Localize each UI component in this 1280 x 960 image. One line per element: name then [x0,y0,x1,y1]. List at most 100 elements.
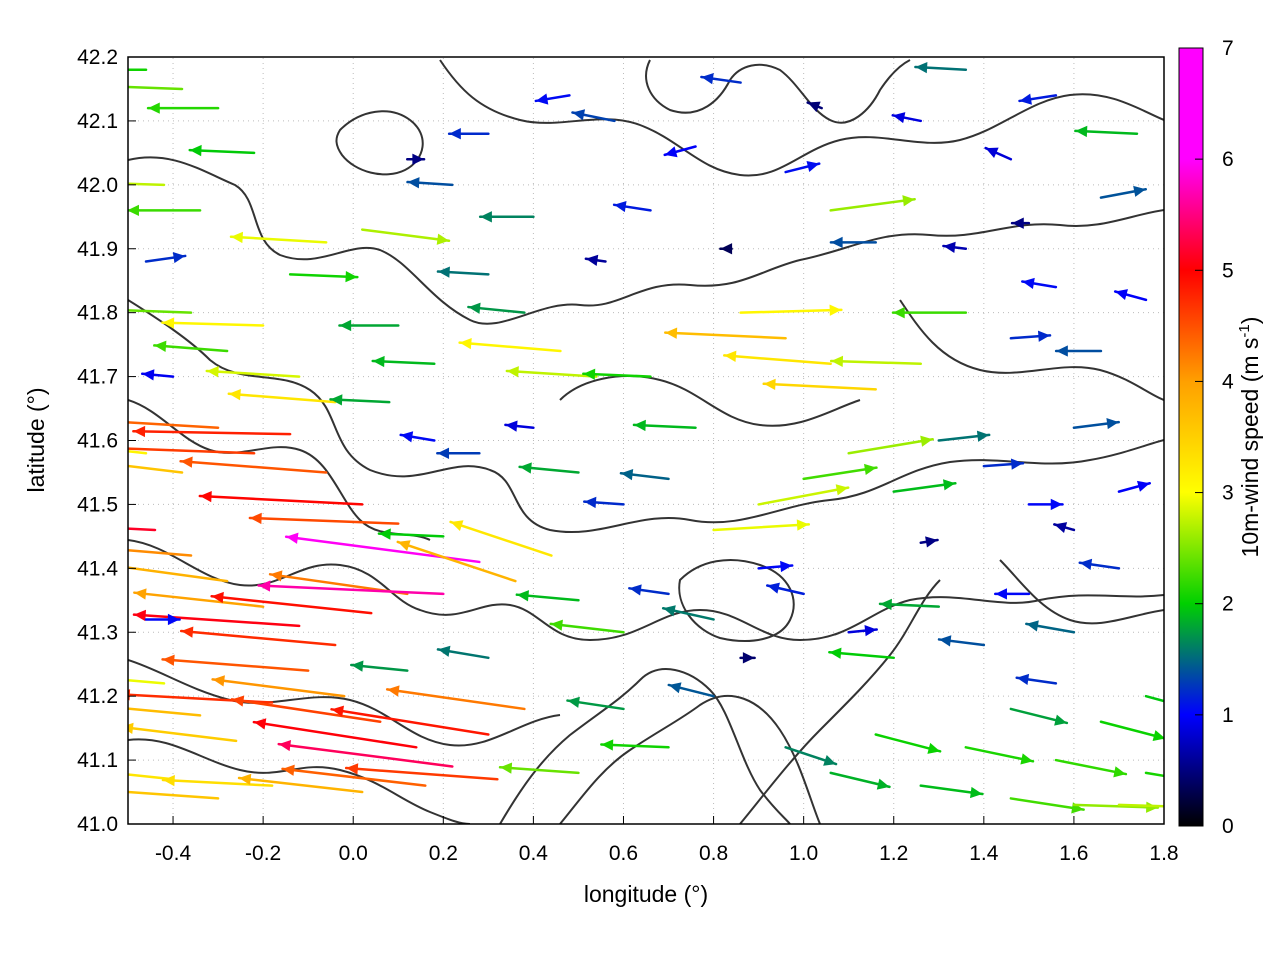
wind-vector-head [180,456,193,468]
wind-vector-head [806,161,820,172]
wind-vector-shaft [505,369,598,378]
wind-vector-shaft [344,766,499,781]
y-tick-label: 42.0 [77,174,118,197]
y-tick-label: 41.6 [77,430,118,453]
wind-vector-shaft [128,707,202,717]
wind-vector-head [879,598,892,611]
wind-vector-shaft [210,595,373,615]
contour-line [999,559,1164,625]
wind-vector-shaft [723,354,832,366]
wind-vector-head [584,496,597,509]
wind-vector-head [75,414,87,425]
y-tick-label: 41.3 [77,621,118,644]
wind-vector-head [437,266,450,278]
y-tick-label: 41.4 [77,557,118,580]
wind-vector-head [500,762,513,774]
wind-vector-head [162,654,175,666]
y-tick-label: 41.2 [77,685,118,708]
wind-vector-head [100,785,112,796]
colorbar-tick-label: 0 [1222,815,1234,838]
colorbar-tick-label: 2 [1222,593,1234,616]
wind-vector-shaft [128,773,175,781]
wind-vector-shaft [281,767,427,787]
contour-line [499,668,791,824]
wind-vector-head [1056,345,1068,357]
wind-vector-head [985,147,999,158]
x-tick-label: 1.6 [1059,842,1088,865]
wind-vector-shaft [663,331,787,340]
contour-line [128,738,471,824]
x-tick-label: -0.2 [245,842,281,865]
wind-vector-head [239,773,252,785]
colorbar-ticks: 0 1 2 3 4 5 6 7 [1195,37,1234,838]
wind-vector-head [864,463,877,476]
wind-vector-head [583,368,596,380]
wind-vector-shaft [1054,758,1128,776]
wind-vector-head [720,243,733,255]
wind-vector-head [412,153,425,165]
wind-vector-head [829,647,842,659]
wind-vector-head [585,254,599,266]
x-axis-title: longitude (°) [584,881,708,907]
wind-vector-head [1054,522,1068,534]
colorbar-tick-label: 6 [1222,148,1234,171]
x-axis-ticks: -0.4 -0.2 0.0 0.2 0.4 0.6 0.8 1.0 1.2 1.4 1.6 1.8 [155,816,1179,865]
wind-vector-shaft [227,392,337,404]
wind-vector-head [829,304,842,316]
x-tick-label: 0.0 [339,842,368,865]
wind-vector-head [864,624,877,637]
wind-vector-shaft [205,369,301,378]
x-tick-label: 1.0 [789,842,818,865]
wind-vector-shaft [847,438,934,455]
wind-vector-shaft [128,421,220,429]
wind-vector-head [206,366,219,378]
wind-vector-head [331,705,345,717]
wind-vector-head [535,93,549,105]
wind-vector-head [943,241,956,254]
wind-vector-head [701,73,714,85]
wind-vector-head [925,536,938,548]
wind-vector-head [601,739,614,751]
contour-line [335,110,424,176]
colorbar-tick-label: 5 [1222,259,1234,282]
wind-vector-head [230,231,244,244]
wind-vector-shaft [229,235,328,244]
wind-vector-head [942,479,956,491]
wind-vector-head [351,660,364,672]
wind-vector-head [1037,330,1051,342]
wind-vector-head [767,582,780,594]
wind-vector-head [104,81,116,92]
wind-vector-head [1133,185,1146,197]
wind-vector-shaft [1144,771,1164,778]
wind-vector-head [436,233,450,245]
colorbar-title-main: 10m-wind speed (m s [1237,338,1263,558]
wind-vector-shaft [133,591,265,608]
contour-line [439,59,1164,177]
y-tick-label: 41.1 [77,749,118,772]
wind-vector-shaft [128,726,238,743]
wind-vector-shaft [128,85,184,91]
wind-vector-shaft [230,698,382,723]
wind-vector-head [927,742,941,754]
wind-vector-head [572,109,586,121]
wind-vector-head [1054,714,1067,726]
wind-vector-head [893,307,905,319]
y-tick-label: 41.9 [77,238,118,261]
wind-vector-head [181,626,194,638]
wind-vector-head [397,540,411,551]
wind-vector-shaft [128,447,256,455]
wind-vector-shaft [237,776,364,794]
x-tick-label: 1.2 [879,842,908,865]
wind-vector-head [133,609,147,622]
contour-line [128,299,1164,534]
wind-vector-head [1012,217,1024,229]
wind-vector-head [1146,801,1158,813]
wind-vector-head [835,484,849,496]
wind-vector-head [249,512,262,525]
wind-vector-head [665,327,678,339]
wind-vector-head [346,763,359,775]
wind-vector-shaft [458,341,562,353]
wind-vector-head [231,695,245,707]
wind-vector-head [614,200,627,213]
wind-vector-head [1050,498,1063,511]
